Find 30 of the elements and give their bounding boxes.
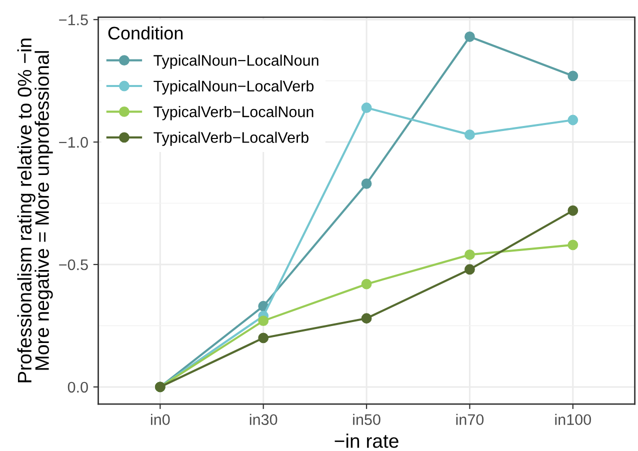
point [258, 332, 269, 344]
point [258, 316, 269, 326]
legend-label: TypicalNoun−LocalNoun [154, 54, 318, 69]
point [568, 114, 578, 126]
legend-label: TypicalVerb−LocalNoun [154, 106, 314, 120]
point [568, 205, 578, 216]
point [361, 278, 372, 290]
point [361, 178, 372, 189]
legend-label: TypicalNoun−LocalVerb [154, 80, 314, 95]
x-tick-label: in0 [150, 414, 170, 426]
point [568, 240, 578, 250]
legend-title: Condition [108, 26, 183, 40]
y-tick-label: −1.5 [59, 14, 88, 26]
point [568, 70, 578, 82]
y-axis-title: Professionalism rating relative to 0% −in More negative = More unprofessional [17, 38, 53, 382]
point [464, 249, 475, 260]
y-tick-label: −1.0 [59, 136, 88, 148]
x-tick-label: in50 [353, 414, 380, 426]
point [361, 102, 372, 113]
point [464, 32, 475, 42]
x-axis-title: −in rate [334, 434, 398, 448]
x-tick-label: in70 [456, 414, 484, 426]
x-tick-label: in100 [555, 414, 591, 426]
legend-label: TypicalVerb−LocalVerb [154, 132, 308, 146]
x-tick-label: in30 [250, 414, 278, 426]
y-tick-label: −0.5 [59, 259, 88, 270]
y-tick-label: 0.0 [68, 382, 88, 393]
point [464, 129, 475, 140]
point [464, 264, 475, 275]
point [361, 313, 372, 324]
